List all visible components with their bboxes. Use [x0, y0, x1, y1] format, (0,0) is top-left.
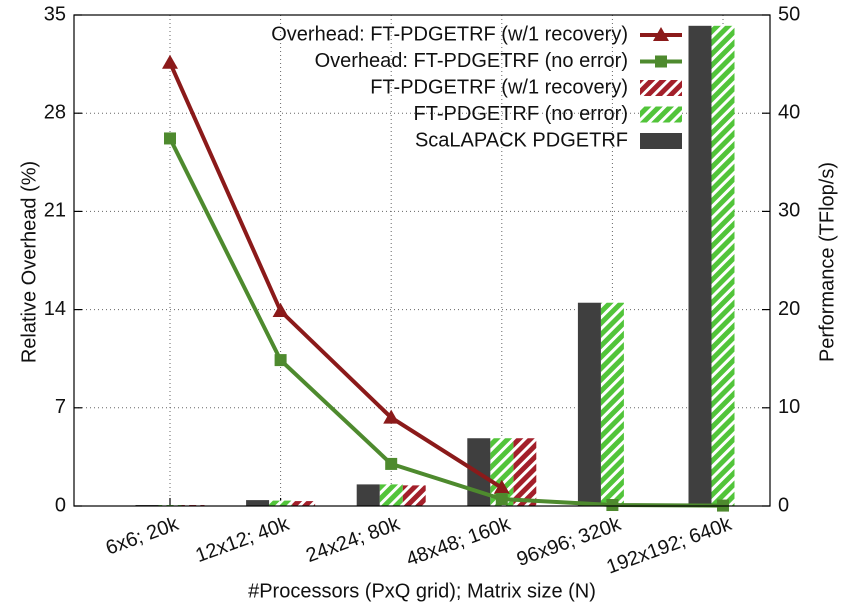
legend-swatch [640, 133, 682, 149]
bar [246, 500, 270, 506]
marker [606, 499, 619, 512]
x-tick-label: 12x12; 40k [193, 513, 293, 567]
legend-swatch [640, 80, 682, 96]
y2-tick-label: 50 [778, 3, 800, 25]
y-tick-label: 0 [55, 494, 66, 516]
marker [274, 354, 287, 367]
legend-marker [653, 27, 669, 41]
x-tick-label: 6x6; 20k [103, 513, 183, 560]
y2-tick-label: 10 [778, 396, 800, 418]
bar [513, 438, 537, 506]
marker [383, 409, 400, 424]
y-tick-label: 35 [44, 3, 66, 25]
legend-label: ScaLAPACK PDGETRF [415, 129, 628, 151]
bar [356, 484, 380, 506]
bar [577, 302, 601, 506]
legend-swatch [640, 106, 682, 123]
bar [688, 25, 712, 506]
y-tick-label: 28 [44, 101, 66, 123]
bar [711, 25, 735, 506]
legend-marker [655, 55, 667, 68]
line [168, 61, 503, 490]
bar [379, 484, 403, 506]
y-tick-label: 14 [44, 298, 66, 320]
y2-axis-label: Performance (TFlop/s) [816, 162, 838, 362]
legend-label: Overhead: FT-PDGETRF (no error) [315, 50, 628, 72]
marker [164, 132, 176, 145]
legend-label: Overhead: FT-PDGETRF (w/1 recovery) [271, 23, 628, 45]
bar [600, 302, 624, 506]
y2-tick-label: 20 [778, 298, 800, 320]
bar [402, 485, 426, 506]
marker [385, 457, 398, 470]
y-axis-label: Relative Overhead (%) [18, 161, 40, 363]
bar [490, 438, 514, 506]
marker [162, 54, 178, 69]
x-tick-label: 192x192; 640k [604, 513, 736, 579]
bar [269, 500, 293, 506]
plot-frame [73, 14, 771, 507]
y-tick-label: 7 [55, 396, 66, 418]
marker [495, 492, 508, 505]
bar [292, 501, 316, 506]
y-tick-label: 21 [44, 200, 66, 222]
line [168, 137, 724, 508]
legend-label: FT-PDGETRF (no error) [414, 103, 628, 125]
y2-tick-label: 0 [778, 494, 789, 516]
marker [272, 303, 289, 318]
legend-label: FT-PDGETRF (w/1 recovery) [370, 76, 628, 98]
x-tick-label: 24x24; 80k [303, 513, 403, 567]
x-axis-label: #Processors (PxQ grid); Matrix size (N) [248, 580, 596, 602]
y2-tick-label: 30 [778, 200, 800, 222]
x-tick-label: 48x48; 160k [403, 513, 514, 571]
marker [493, 479, 510, 494]
y2-tick-label: 40 [778, 101, 800, 123]
